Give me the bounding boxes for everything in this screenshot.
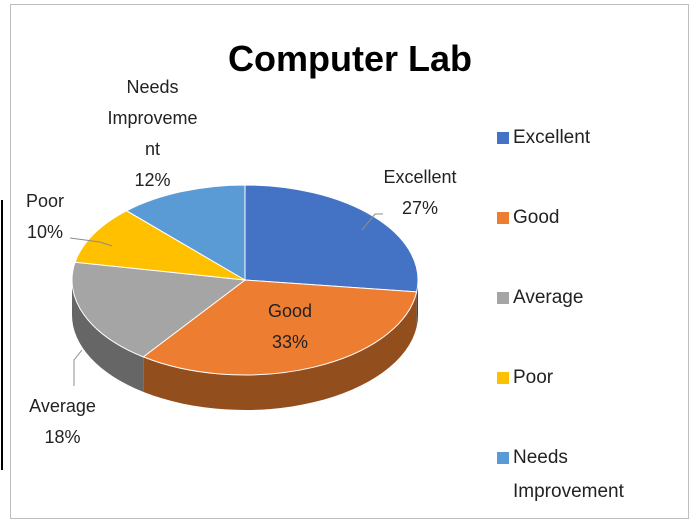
data-label-value: 10% <box>26 222 64 242</box>
data-label: Poor 10% <box>0 186 90 248</box>
legend-label: Good <box>513 207 560 228</box>
legend-swatch <box>497 132 509 144</box>
slice <box>125 184 246 281</box>
legend-label: Poor <box>513 367 554 388</box>
data-label: Needs Improvement 12% <box>105 72 200 196</box>
legend-swatch <box>497 372 509 384</box>
legend-label: Excellent <box>513 127 591 148</box>
data-label: Good 33% <box>230 296 350 358</box>
slice <box>244 184 419 293</box>
leader-lines <box>69 213 383 386</box>
leader-line <box>361 213 383 231</box>
legend-label: Average <box>513 287 584 308</box>
legend-label: Needs Improvement <box>513 447 624 502</box>
slice <box>71 261 247 358</box>
chart-frame <box>10 4 689 519</box>
leader-line <box>69 237 113 247</box>
slice-side <box>143 291 417 411</box>
data-label-category: Poor <box>25 191 65 211</box>
data-label: Average 18% <box>5 391 120 453</box>
data-label-value: 18% <box>44 427 81 447</box>
slice <box>74 210 246 281</box>
data-label: Excellent 27% <box>365 162 475 224</box>
data-label-category: Good <box>267 301 313 321</box>
slice <box>142 279 418 376</box>
data-label-category: Average <box>29 396 96 416</box>
legend-swatch <box>497 292 509 304</box>
slice-side <box>72 280 144 392</box>
data-label-value: 27% <box>401 198 439 218</box>
data-label-category: Excellent <box>383 167 457 187</box>
pie-tops <box>71 184 419 376</box>
chart-title: Computer Lab <box>227 38 472 79</box>
leader-line <box>73 349 83 386</box>
data-label-value: 12% <box>134 170 171 190</box>
data-label-category: Needs Improvement <box>107 77 198 159</box>
data-label-value: 33% <box>271 332 309 352</box>
legend-swatch <box>497 452 509 464</box>
legend-swatch <box>497 212 509 224</box>
